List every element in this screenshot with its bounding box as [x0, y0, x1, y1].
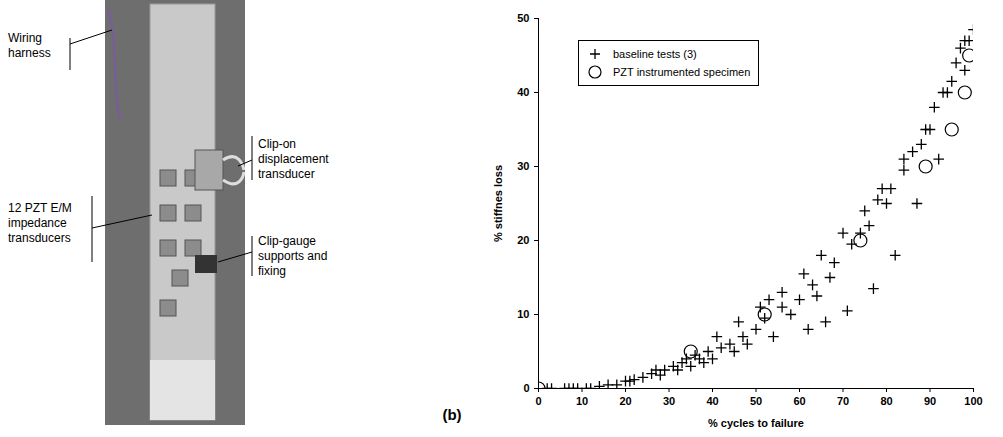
- svg-text:20: 20: [517, 234, 529, 246]
- svg-text:40: 40: [706, 395, 718, 407]
- svg-text:30: 30: [517, 160, 529, 172]
- svg-text:(b): (b): [442, 406, 461, 423]
- svg-text:% stiffnes loss: % stiffnes loss: [492, 165, 504, 242]
- html-text:PZT instrumented specimen: PZT instrumented specimen: [613, 66, 751, 78]
- svg-text:30: 30: [663, 395, 675, 407]
- svg-text:90: 90: [924, 395, 936, 407]
- svg-text:12 PZT E/Mimpedancetransducers: 12 PZT E/Mimpedancetransducers: [8, 201, 72, 245]
- svg-text:0: 0: [523, 382, 529, 394]
- svg-text:40: 40: [517, 86, 529, 98]
- html-text:baseline tests (3): baseline tests (3): [613, 48, 697, 60]
- svg-text:10: 10: [576, 395, 588, 407]
- svg-text:20: 20: [619, 395, 631, 407]
- svg-text:Clip-gaugesupports andfixing: Clip-gaugesupports andfixing: [258, 234, 327, 278]
- svg-text:70: 70: [837, 395, 849, 407]
- svg-text:80: 80: [880, 395, 892, 407]
- svg-text:50: 50: [750, 395, 762, 407]
- svg-text:0: 0: [535, 395, 541, 407]
- svg-text:60: 60: [793, 395, 805, 407]
- svg-text:10: 10: [517, 308, 529, 320]
- svg-text:Clip-ondisplacementtransducer: Clip-ondisplacementtransducer: [258, 137, 329, 181]
- svg-text:100: 100: [964, 395, 982, 407]
- svg-text:Wiringharness: Wiringharness: [8, 31, 51, 60]
- svg-text:% cycles to failure: % cycles to failure: [708, 417, 804, 429]
- svg-text:50: 50: [517, 12, 529, 24]
